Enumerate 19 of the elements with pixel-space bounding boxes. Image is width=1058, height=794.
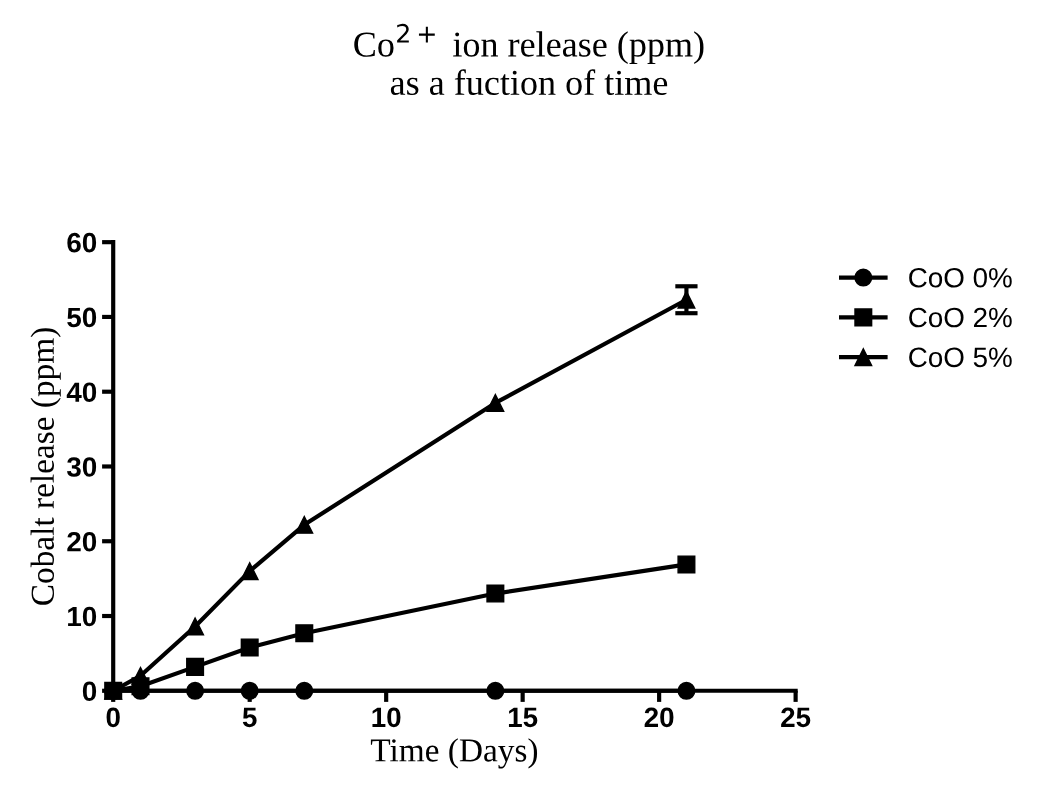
y-tick-label: 50 (67, 307, 97, 328)
x-tick-label: 20 (644, 707, 674, 728)
x-tick-label: 0 (106, 707, 120, 728)
y-tick-label: 30 (66, 457, 97, 477)
chart-title: Co$^{2+}$ ion release (ppm) as a fuction of time (354, 23, 704, 96)
y-tick-label: 20 (67, 531, 97, 552)
legend-label: CoO 0% (909, 267, 1012, 288)
y-tick-label: 40 (66, 382, 97, 403)
legend-label: CoO 2% (909, 307, 1012, 328)
legend-label: CoO 5% (909, 347, 1012, 368)
x-tick-label: 10 (372, 707, 401, 728)
y-tick-label: 10 (68, 606, 97, 627)
x-tick-label: 5 (242, 707, 257, 728)
x-tick-label: 25 (781, 707, 811, 728)
x-axis-title: Time (Days) (370, 738, 538, 769)
y-axis-title: Cobalt release (ppm) (30, 328, 61, 605)
y-tick-label: 60 (67, 232, 97, 253)
y-tick-label: 0 (82, 681, 97, 702)
x-tick-label: 15 (508, 707, 538, 728)
